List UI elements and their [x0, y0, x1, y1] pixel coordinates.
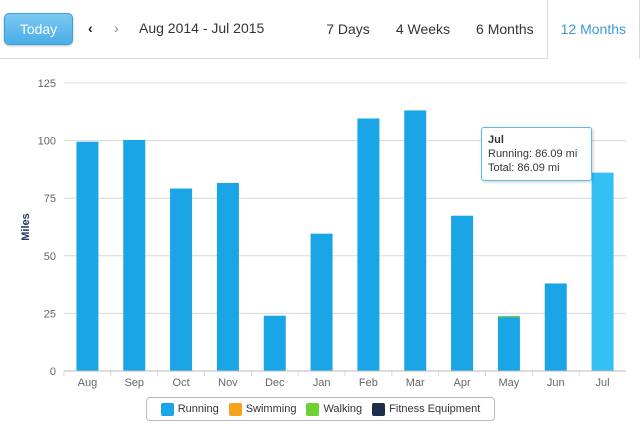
bar-running-feb [357, 118, 380, 371]
legend-swatch-walking [306, 402, 320, 416]
legend-swatch-swimming [228, 402, 242, 416]
legend-label-running: Running [177, 403, 219, 415]
chart-tooltip: Jul Running: 86.09 mi Total: 86.09 mi [481, 127, 592, 181]
legend-item-swimming[interactable]: Swimming [228, 402, 297, 416]
x-tick-label: Jul [596, 377, 610, 389]
bar-walking-may [497, 315, 520, 318]
toolbar: Today ‹ › Aug 2014 - Jul 2015 7 Days 4 W… [0, 0, 640, 59]
tooltip-running-value: Running: 86.09 mi [488, 148, 578, 160]
tooltip-total-value: Total: 86.09 mi [488, 162, 560, 174]
x-tick-label: Jun [547, 377, 565, 389]
bar-running-jan [310, 233, 333, 371]
bar-running-dec [263, 315, 286, 371]
x-tick-label: Feb [359, 377, 378, 389]
x-tick-label: Sep [124, 377, 144, 389]
chevron-right-icon[interactable]: › [114, 20, 119, 36]
tab-7-days[interactable]: 7 Days [326, 21, 370, 37]
y-tick-label: 100 [38, 136, 56, 148]
y-tick-label: 125 [38, 78, 56, 90]
legend-label-fitness-equipment: Fitness Equipment [389, 403, 481, 415]
y-tick-label: 75 [44, 193, 56, 205]
legend-swatch-fitness-equipment [372, 402, 386, 416]
legend-item-running[interactable]: Running [160, 402, 219, 416]
today-button[interactable]: Today [4, 13, 73, 45]
tab-4-weeks[interactable]: 4 Weeks [395, 21, 451, 37]
y-axis-label: Miles [20, 213, 32, 241]
chevron-left-icon[interactable]: ‹ [88, 20, 93, 36]
x-tick-label: Apr [454, 377, 471, 389]
bar-running-jun [544, 283, 567, 371]
bar-running-sep [123, 139, 146, 371]
x-tick-label: Nov [218, 377, 238, 389]
legend-item-fitness-equipment[interactable]: Fitness Equipment [372, 402, 481, 416]
y-tick-label: 50 [44, 251, 56, 263]
y-tick-label: 0 [50, 366, 56, 378]
bar-running-apr [451, 215, 474, 371]
tab-12-months[interactable]: 12 Months [546, 0, 640, 59]
x-tick-label: Dec [265, 377, 285, 389]
period-tabs: 7 Days 4 Weeks 6 Months 12 Months [313, 0, 640, 59]
miles-bar-chart: 0 25 50 75 100 125 Miles Aug Sep Oct Nov Dec Jan Feb M… [20, 78, 626, 389]
x-tick-label: Aug [78, 377, 98, 389]
x-tick-label: Jan [313, 377, 331, 389]
legend-label-walking: Walking [323, 403, 363, 415]
x-tick-label: Mar [406, 377, 425, 389]
bar-running-oct [170, 188, 193, 371]
bar-running-jul [591, 172, 614, 371]
tab-6-months[interactable]: 6 Months [476, 21, 534, 37]
legend-label-swimming: Swimming [245, 403, 297, 415]
x-tick-label: Oct [173, 377, 190, 389]
y-tick-label: 25 [44, 308, 56, 320]
chart-legend: Running Swimming Walking Fitness Equipme… [146, 397, 495, 421]
date-range-label: Aug 2014 - Jul 2015 [139, 20, 265, 36]
bar-running-nov [216, 182, 239, 371]
bar-running-aug [76, 141, 99, 371]
legend-swatch-running [160, 402, 174, 416]
legend-item-walking[interactable]: Walking [306, 402, 363, 416]
x-tick-label: May [499, 377, 520, 389]
tooltip-title: Jul [488, 134, 504, 146]
bar-running-may [497, 317, 520, 371]
bar-running-mar [404, 110, 427, 371]
